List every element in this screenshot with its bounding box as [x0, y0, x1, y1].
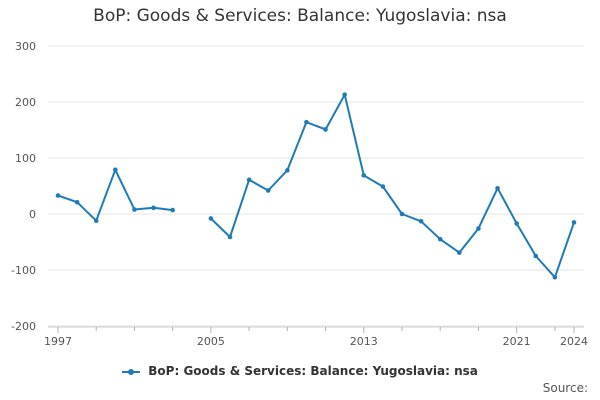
data-point [323, 127, 328, 132]
legend-label: BoP: Goods & Services: Balance: Yugoslav… [148, 364, 478, 378]
data-point [533, 253, 539, 259]
legend[interactable]: BoP: Goods & Services: Balance: Yugoslav… [0, 364, 600, 378]
data-point [437, 236, 443, 242]
data-point [514, 221, 519, 226]
data-point [93, 218, 99, 224]
chart-title: BoP: Goods & Services: Balance: Yugoslav… [93, 6, 507, 26]
source-label: Source: [542, 381, 588, 395]
data-point [74, 199, 80, 205]
legend-line-icon [122, 367, 141, 377]
data-point [132, 207, 137, 212]
data-point [552, 274, 558, 280]
data-point [495, 185, 500, 191]
data-point [265, 188, 271, 193]
series-line [210, 93, 575, 279]
data-point [342, 92, 347, 98]
y-tick-label: 300 [15, 40, 36, 53]
y-tick-label: 0 [29, 208, 36, 221]
data-point [361, 173, 367, 178]
data-point [285, 168, 290, 173]
data-point [418, 218, 424, 224]
data-point [476, 226, 481, 231]
data-point [571, 220, 577, 225]
y-axis-labels: 300 200 100 0 -100 -200 [11, 40, 36, 333]
x-tick-label: 2024 [560, 335, 588, 348]
data-point [246, 177, 252, 183]
data-point [113, 167, 118, 173]
data-point [55, 193, 61, 198]
y-tick-label: -100 [11, 264, 36, 277]
x-tick-label: 2021 [503, 335, 531, 348]
y-tick-label: -200 [11, 320, 36, 333]
series-line [57, 168, 173, 222]
data-point [208, 216, 214, 221]
x-tick-label: 1997 [44, 335, 72, 348]
x-axis: 1997 2005 2013 2021 2024 [44, 326, 588, 348]
legend-dot [128, 368, 135, 375]
data-point [399, 211, 405, 217]
data-point [457, 250, 462, 255]
x-tick-label: 2005 [197, 335, 225, 348]
data-point [380, 184, 386, 189]
data-point [151, 205, 156, 211]
y-tick-label: 200 [15, 96, 36, 109]
y-tick-label: 100 [15, 152, 36, 165]
series-layer [55, 92, 577, 280]
grid-lines [48, 45, 584, 327]
data-point [304, 119, 309, 125]
x-tick-label: 2013 [350, 335, 378, 348]
data-point [227, 234, 233, 240]
data-point [170, 207, 175, 213]
